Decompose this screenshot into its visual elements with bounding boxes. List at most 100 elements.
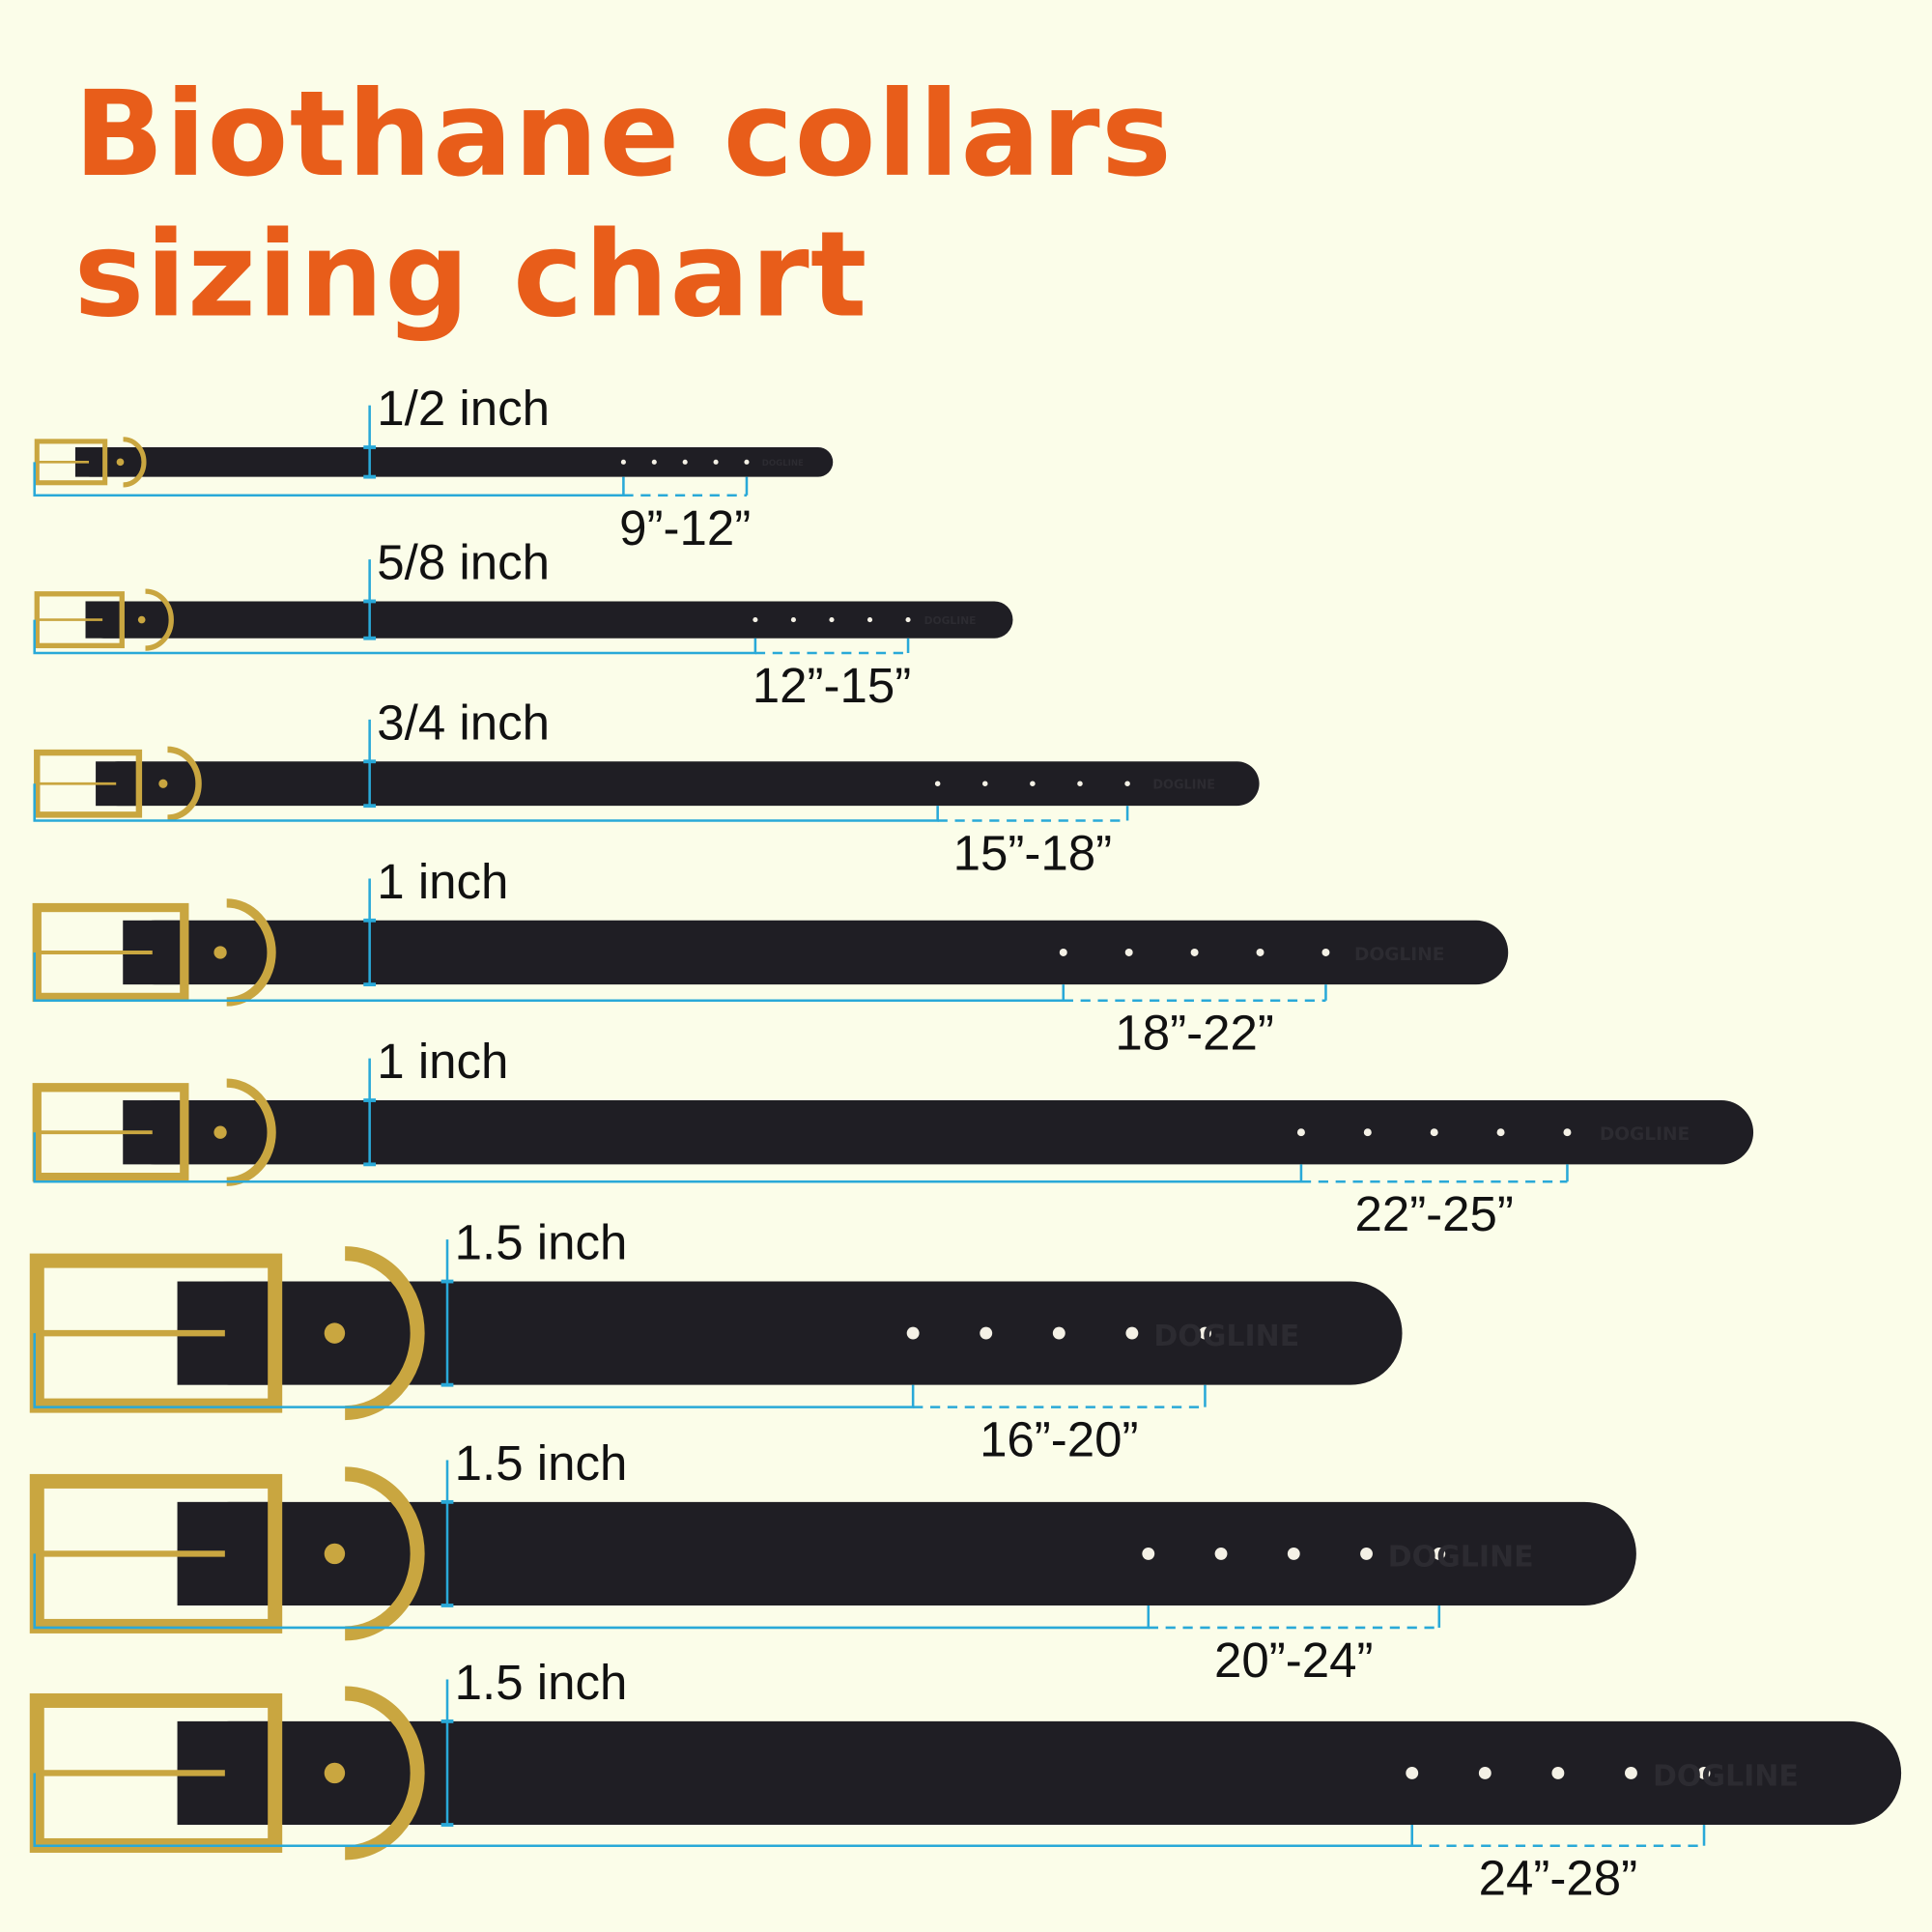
buckle-icon xyxy=(34,439,108,486)
rivet-icon xyxy=(213,946,227,959)
hole xyxy=(1077,781,1083,786)
brand-mark: DOGLINE xyxy=(1600,1124,1690,1145)
hole xyxy=(1124,948,1133,956)
hole xyxy=(682,459,688,465)
hole xyxy=(982,781,988,786)
brand-mark: DOGLINE xyxy=(1653,1759,1799,1793)
d-ring-icon xyxy=(167,746,202,821)
buckle-icon xyxy=(32,902,189,1003)
brand-mark: DOGLINE xyxy=(1152,779,1215,793)
hole xyxy=(934,781,941,786)
strap xyxy=(123,1100,1754,1165)
width-label: 1 inch xyxy=(377,1034,508,1089)
length-bracket xyxy=(33,1132,1303,1183)
width-label: 1 inch xyxy=(377,854,508,909)
width-label: 1/2 inch xyxy=(377,381,550,436)
rivet-icon xyxy=(213,1125,227,1139)
hole xyxy=(1190,948,1199,956)
width-label: 1.5 inch xyxy=(455,1435,628,1491)
size-label: 22”-25” xyxy=(1354,1186,1513,1241)
size-label: 20”-24” xyxy=(1214,1633,1373,1688)
hole xyxy=(867,617,873,623)
length-bracket xyxy=(33,1553,1151,1630)
hole xyxy=(1551,1767,1565,1779)
hole xyxy=(620,459,626,465)
d-ring-icon xyxy=(145,588,174,651)
hole xyxy=(1433,1547,1446,1560)
width-label: 5/8 inch xyxy=(377,534,550,589)
hole xyxy=(829,617,835,623)
hole xyxy=(1625,1767,1637,1779)
hole xyxy=(1360,1547,1373,1560)
size-label: 24”-28” xyxy=(1479,1851,1637,1906)
collar-2: DOGLINE 5/8 inch 12”-15” xyxy=(33,534,1013,713)
rivet-icon xyxy=(158,779,168,788)
rivet-icon xyxy=(324,1322,346,1344)
collar-3: DOGLINE 3/4 inch 15”-18” xyxy=(33,695,1260,881)
buckle-icon xyxy=(29,1473,283,1634)
collar-1: DOGLINE 1/2 inch 9”-12” xyxy=(33,381,834,555)
collar-8: DOGLINE 1.5 inch 24”-28” xyxy=(29,1655,1902,1906)
width-label: 3/4 inch xyxy=(377,695,550,750)
strap xyxy=(177,1281,1403,1385)
width-label: 1.5 inch xyxy=(455,1655,628,1710)
strap xyxy=(123,920,1509,985)
hole xyxy=(1125,1326,1139,1340)
hole xyxy=(1214,1547,1228,1560)
d-ring-icon xyxy=(344,1686,425,1861)
hole xyxy=(1124,781,1130,786)
collar-5: DOGLINE 1 inch 22”-25” xyxy=(32,1034,1754,1241)
hole xyxy=(651,459,657,465)
collar-7: DOGLINE 1.5 inch 20”-24” xyxy=(29,1435,1636,1688)
hole xyxy=(1496,1128,1505,1137)
brand-mark: DOGLINE xyxy=(762,459,804,469)
length-bracket xyxy=(33,783,939,822)
brand-mark: DOGLINE xyxy=(1153,1320,1299,1353)
hole xyxy=(1697,1767,1711,1779)
buckle-icon xyxy=(34,591,125,649)
buckle-icon xyxy=(29,1253,283,1413)
hole xyxy=(1406,1767,1419,1779)
d-ring-icon xyxy=(344,1466,425,1641)
collar-4: DOGLINE 1 inch 18”-22” xyxy=(32,854,1509,1061)
hole xyxy=(1059,948,1067,956)
hole xyxy=(1199,1326,1211,1340)
length-bracket xyxy=(33,952,1065,1002)
hole xyxy=(1052,1326,1065,1340)
title-line-1: Biothane collars xyxy=(73,65,1174,204)
title-line-2: sizing chart xyxy=(73,206,868,344)
hole xyxy=(1478,1767,1492,1779)
hole xyxy=(790,617,796,623)
hole xyxy=(1287,1547,1300,1560)
brand-mark: DOGLINE xyxy=(1354,945,1444,965)
collar-6: DOGLINE 1.5 inch 16”-20” xyxy=(29,1215,1403,1467)
d-ring-icon xyxy=(226,898,276,1007)
d-ring-icon xyxy=(123,437,147,488)
size-label: 16”-20” xyxy=(980,1412,1138,1467)
hole xyxy=(713,459,719,465)
hole xyxy=(1030,781,1036,786)
strap xyxy=(74,447,834,477)
buckle-icon xyxy=(32,1083,189,1182)
length-bracket xyxy=(33,619,757,655)
page-title: Biothane collars sizing chart xyxy=(74,64,1174,345)
size-label: 9”-12” xyxy=(619,500,751,555)
brand-mark: DOGLINE xyxy=(1388,1540,1534,1574)
hole xyxy=(1363,1128,1372,1137)
rivet-icon xyxy=(324,1543,346,1565)
rivet-icon xyxy=(116,458,125,467)
hole xyxy=(1256,948,1264,956)
hole xyxy=(1321,948,1330,956)
buckle-icon xyxy=(34,749,143,818)
length-bracket xyxy=(33,1773,1414,1847)
brand-mark: DOGLINE xyxy=(924,614,977,627)
hole xyxy=(905,617,911,623)
strap xyxy=(177,1720,1902,1826)
size-label: 18”-22” xyxy=(1115,1006,1273,1061)
size-label: 12”-15” xyxy=(753,658,911,713)
length-bracket xyxy=(33,462,625,497)
d-ring-icon xyxy=(344,1246,425,1421)
strap xyxy=(85,601,1013,639)
hole xyxy=(753,617,758,623)
